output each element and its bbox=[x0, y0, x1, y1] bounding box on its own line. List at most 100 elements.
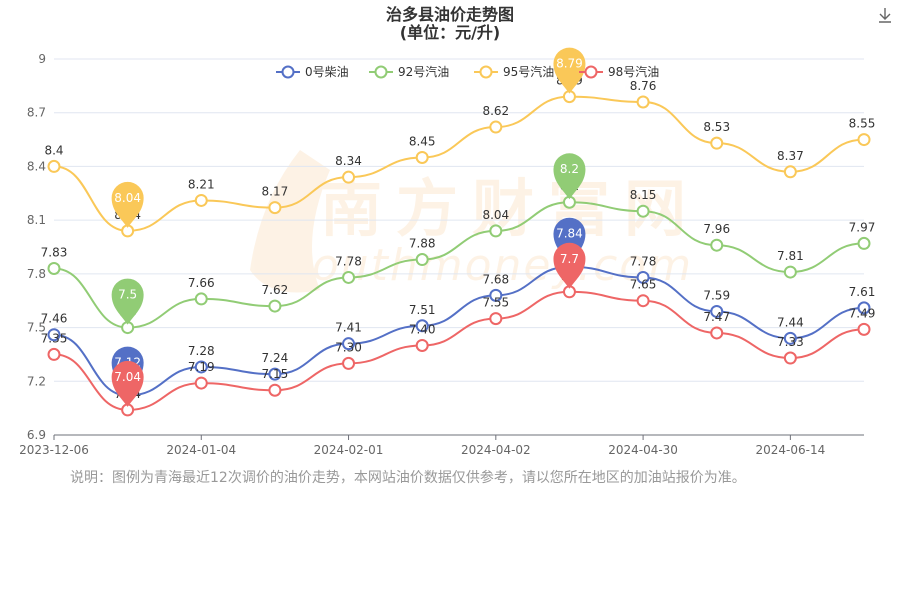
marker-label: 7.7 bbox=[560, 252, 579, 266]
min-marker: 7.04 bbox=[111, 360, 144, 407]
marker-label: 8.2 bbox=[560, 162, 579, 176]
data-point bbox=[268, 299, 282, 313]
marker-label: 7.84 bbox=[556, 227, 583, 241]
data-point bbox=[415, 150, 429, 164]
data-point bbox=[489, 224, 503, 238]
data-label: 7.40 bbox=[409, 322, 436, 336]
data-label: 7.46 bbox=[41, 312, 68, 326]
data-label: 8.55 bbox=[849, 117, 876, 131]
y-tick-label: 7.5 bbox=[27, 321, 46, 335]
series-line bbox=[53, 265, 865, 397]
download-icon[interactable] bbox=[876, 6, 894, 24]
marker-pin bbox=[553, 242, 586, 289]
data-label: 7.33 bbox=[777, 335, 804, 349]
data-label: 8.17 bbox=[262, 185, 289, 199]
data-point bbox=[783, 265, 797, 279]
data-point bbox=[857, 301, 871, 315]
data-point bbox=[268, 383, 282, 397]
marker-pin bbox=[111, 278, 144, 325]
watermark-logo bbox=[250, 150, 330, 293]
max-marker: 7.7 bbox=[553, 242, 586, 289]
marker-pin bbox=[553, 47, 586, 94]
data-point bbox=[415, 338, 429, 352]
data-point bbox=[47, 261, 61, 275]
data-label: 8.76 bbox=[630, 79, 657, 93]
data-point bbox=[636, 95, 650, 109]
legend-label: 92号汽油 bbox=[398, 64, 449, 79]
x-tick-label: 2023-12-06 bbox=[19, 443, 89, 457]
min-marker: 8.04 bbox=[111, 181, 144, 228]
disclaimer-note: 说明：图例为青海最近12次调价的油价走势，本网站油价数据仅供参考，请以您所在地区… bbox=[70, 470, 746, 486]
legend-label: 95号汽油 bbox=[503, 64, 554, 79]
data-point bbox=[636, 204, 650, 218]
series-line bbox=[53, 290, 865, 411]
data-point bbox=[710, 238, 724, 252]
data-label: 8.45 bbox=[409, 134, 436, 148]
data-label: 7.61 bbox=[849, 285, 876, 299]
data-label: 7.24 bbox=[262, 351, 289, 365]
marker-label: 7.5 bbox=[118, 288, 137, 302]
watermark: 南方财富网 southmoney.com bbox=[250, 150, 693, 293]
grid bbox=[54, 58, 864, 382]
marker-pin bbox=[553, 153, 586, 200]
data-point bbox=[194, 360, 208, 374]
data-point bbox=[857, 133, 871, 147]
data-label: 7.83 bbox=[41, 245, 68, 259]
data-label: 8.34 bbox=[335, 154, 362, 168]
x-tick-label: 2024-06-14 bbox=[755, 443, 825, 457]
data-point bbox=[342, 337, 356, 351]
marker-label: 8.04 bbox=[114, 191, 141, 205]
min-marker: 7.5 bbox=[111, 278, 144, 325]
data-label: 7.68 bbox=[482, 272, 509, 286]
data-point bbox=[710, 326, 724, 340]
marker-pin bbox=[111, 181, 144, 228]
data-point bbox=[194, 292, 208, 306]
data-label: 8.62 bbox=[482, 104, 509, 118]
marker-pin bbox=[111, 360, 144, 407]
legend[interactable]: 0号柴油 92号汽油 95号汽油 98号汽油 bbox=[276, 64, 659, 79]
x-tick-label: 2024-04-30 bbox=[608, 443, 678, 457]
data-point bbox=[415, 319, 429, 333]
legend-label: 98号汽油 bbox=[608, 64, 659, 79]
legend-label: 0号柴油 bbox=[305, 65, 349, 79]
data-point bbox=[783, 351, 797, 365]
data-label: 7.49 bbox=[849, 306, 876, 320]
data-label: 7.66 bbox=[188, 276, 215, 290]
series-2: 8.48.048.218.178.348.458.628.798.768.538… bbox=[44, 74, 876, 238]
legend-item-1[interactable]: 92号汽油 bbox=[369, 64, 449, 79]
watermark-subtext: southmoney.com bbox=[287, 240, 693, 291]
data-label: 7.30 bbox=[335, 340, 362, 354]
marker-label: 7.04 bbox=[114, 370, 141, 384]
legend-item-2[interactable]: 95号汽油 bbox=[474, 64, 554, 79]
y-tick-label: 6.9 bbox=[27, 428, 46, 442]
max-marker: 8.79 bbox=[553, 47, 586, 94]
y-tick-label: 9 bbox=[38, 52, 46, 66]
data-label: 7.62 bbox=[262, 283, 289, 297]
legend-symbol bbox=[374, 65, 388, 79]
data-label: 7.41 bbox=[335, 321, 362, 335]
max-marker: 8.2 bbox=[553, 153, 586, 200]
data-point bbox=[194, 376, 208, 390]
data-point bbox=[47, 159, 61, 173]
data-label: 7.81 bbox=[777, 249, 804, 263]
data-label: 7.19 bbox=[188, 360, 215, 374]
series-line bbox=[53, 95, 865, 232]
data-point bbox=[710, 136, 724, 150]
data-label: 8.37 bbox=[777, 149, 804, 163]
legend-item-3[interactable]: 98号汽油 bbox=[579, 64, 659, 79]
y-tick-label: 8.7 bbox=[27, 106, 46, 120]
data-label: 8.04 bbox=[482, 208, 509, 222]
legend-item-0[interactable]: 0号柴油 bbox=[276, 65, 349, 79]
data-point bbox=[489, 120, 503, 134]
y-axis: 6.9 7.2 7.5 7.8 8.1 8.4 8.7 9 bbox=[27, 52, 46, 442]
data-label: 8.53 bbox=[703, 120, 730, 134]
y-tick-label: 8.4 bbox=[27, 159, 46, 173]
legend-symbol bbox=[281, 65, 295, 79]
data-label: 7.51 bbox=[409, 303, 436, 317]
x-tick-label: 2024-04-02 bbox=[461, 443, 531, 457]
data-label: 7.28 bbox=[188, 344, 215, 358]
data-point bbox=[783, 165, 797, 179]
series-line bbox=[53, 201, 865, 329]
data-label: 8.4 bbox=[44, 143, 63, 157]
